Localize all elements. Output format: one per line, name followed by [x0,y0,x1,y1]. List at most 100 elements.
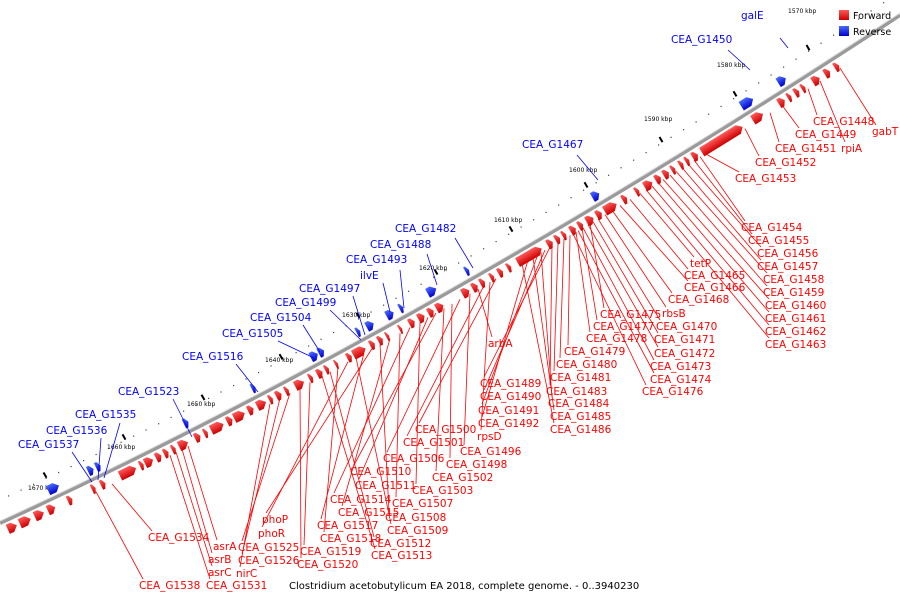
minor-tick [508,233,510,235]
leader-line [329,309,362,341]
forward-gene-label: CEA_G1491 [478,405,539,417]
forward-gene-label: CEA_G1534 [148,532,210,544]
forward-gene [266,394,274,405]
leader-line [572,233,647,386]
forward-gene-body [415,313,425,324]
forward-gene-label: CEA_G1466 [684,282,746,294]
leader-line [341,338,391,507]
leader-line [415,321,421,485]
forward-gene-body [224,416,233,427]
forward-gene-label: CEA_G1510 [350,466,411,478]
forward-gene [406,318,415,329]
reverse-gene [589,191,600,202]
forward-gene-body [832,62,840,73]
leader-line [481,259,529,418]
leader-line [807,88,818,116]
leader-line [675,171,768,274]
forward-gene [594,210,602,221]
minor-tick [520,226,522,228]
forward-gene [161,448,169,459]
forward-gene-body [98,479,106,490]
minor-tick [670,136,672,138]
minor-tick [395,297,397,299]
forward-gene-body [487,272,495,283]
reverse-gene-body [46,483,59,496]
forward-gene-body [776,97,785,109]
reverse-gene-label: CEA_G1467 [522,139,583,151]
legend-reverse-swatch [839,26,849,36]
genome-backbone [0,13,900,525]
forward-gene-body [433,302,444,314]
reverse-gene-label: CEA_G1450 [671,34,732,46]
forward-gene [117,465,137,481]
leader-line [454,237,474,269]
major-tick [121,433,127,441]
leader-line [241,392,291,542]
minor-tick [20,489,22,491]
forward-gene [425,307,434,318]
forward-gene-body [292,379,305,391]
leader-line [704,153,740,173]
minor-tick [170,416,172,419]
minor-tick [783,66,785,68]
forward-gene-body [231,410,245,423]
leader-line [277,340,315,359]
minor-tick [420,283,422,285]
minor-tick [383,304,385,306]
forward-gene [653,174,661,185]
leader-line [399,269,405,309]
forward-gene-body [142,457,154,469]
forward-gene-body [677,160,685,170]
leader-line [352,295,366,336]
leader-line [239,403,271,568]
minor-tick [633,159,635,161]
forward-gene-label: asrB [208,554,231,566]
minor-tick [295,352,297,354]
forward-gene-label: rpiA [841,143,863,155]
forward-gene-label: CEA_G1526 [238,555,300,567]
forward-gene-label: CEA_G1470 [656,321,717,333]
forward-gene [750,112,763,125]
forward-gene-label: CEA_G1476 [642,386,704,398]
minor-tick [145,429,147,431]
leader-line [769,112,780,143]
leader-line [321,375,376,550]
forward-gene-label: CEA_G1451 [775,143,836,155]
forward-gene [350,346,366,360]
forward-gene-label: CEA_G1481 [550,372,611,384]
leader-line [699,156,746,222]
forward-gene-label: CEA_G1480 [556,359,617,371]
leader-line [169,454,211,580]
major-tick [433,268,439,276]
tick-label: 1610 kbp [494,217,522,224]
forward-gene [545,239,553,250]
major-tick [278,353,284,360]
forward-gene-body [642,180,653,192]
leader-line [333,327,411,494]
leader-line [575,231,591,333]
forward-gene [459,287,470,299]
leader-line [386,299,461,453]
minor-tick [845,26,847,28]
forward-gene-body [661,169,669,180]
forward-gene-label: CEA_G1498 [446,459,507,471]
forward-gene [469,282,478,293]
forward-gene [515,246,542,267]
forward-gene-body [699,125,743,157]
forward-gene-label: CEA_G1490 [480,391,541,403]
minor-tick [220,391,222,393]
reverse-gene [316,347,325,358]
forward-gene [576,221,584,232]
forward-gene [367,340,375,351]
leader-line [261,361,349,528]
minor-tick [320,338,322,340]
reverse-gene [354,327,361,338]
forward-gene [642,180,653,192]
forward-gene-label: gabT [872,126,899,138]
leader-line [521,263,555,424]
forward-gene-label: CEA_G1478 [586,333,647,345]
forward-gene-body [576,221,584,232]
forward-gene [322,364,330,375]
minor-tick [195,404,197,406]
